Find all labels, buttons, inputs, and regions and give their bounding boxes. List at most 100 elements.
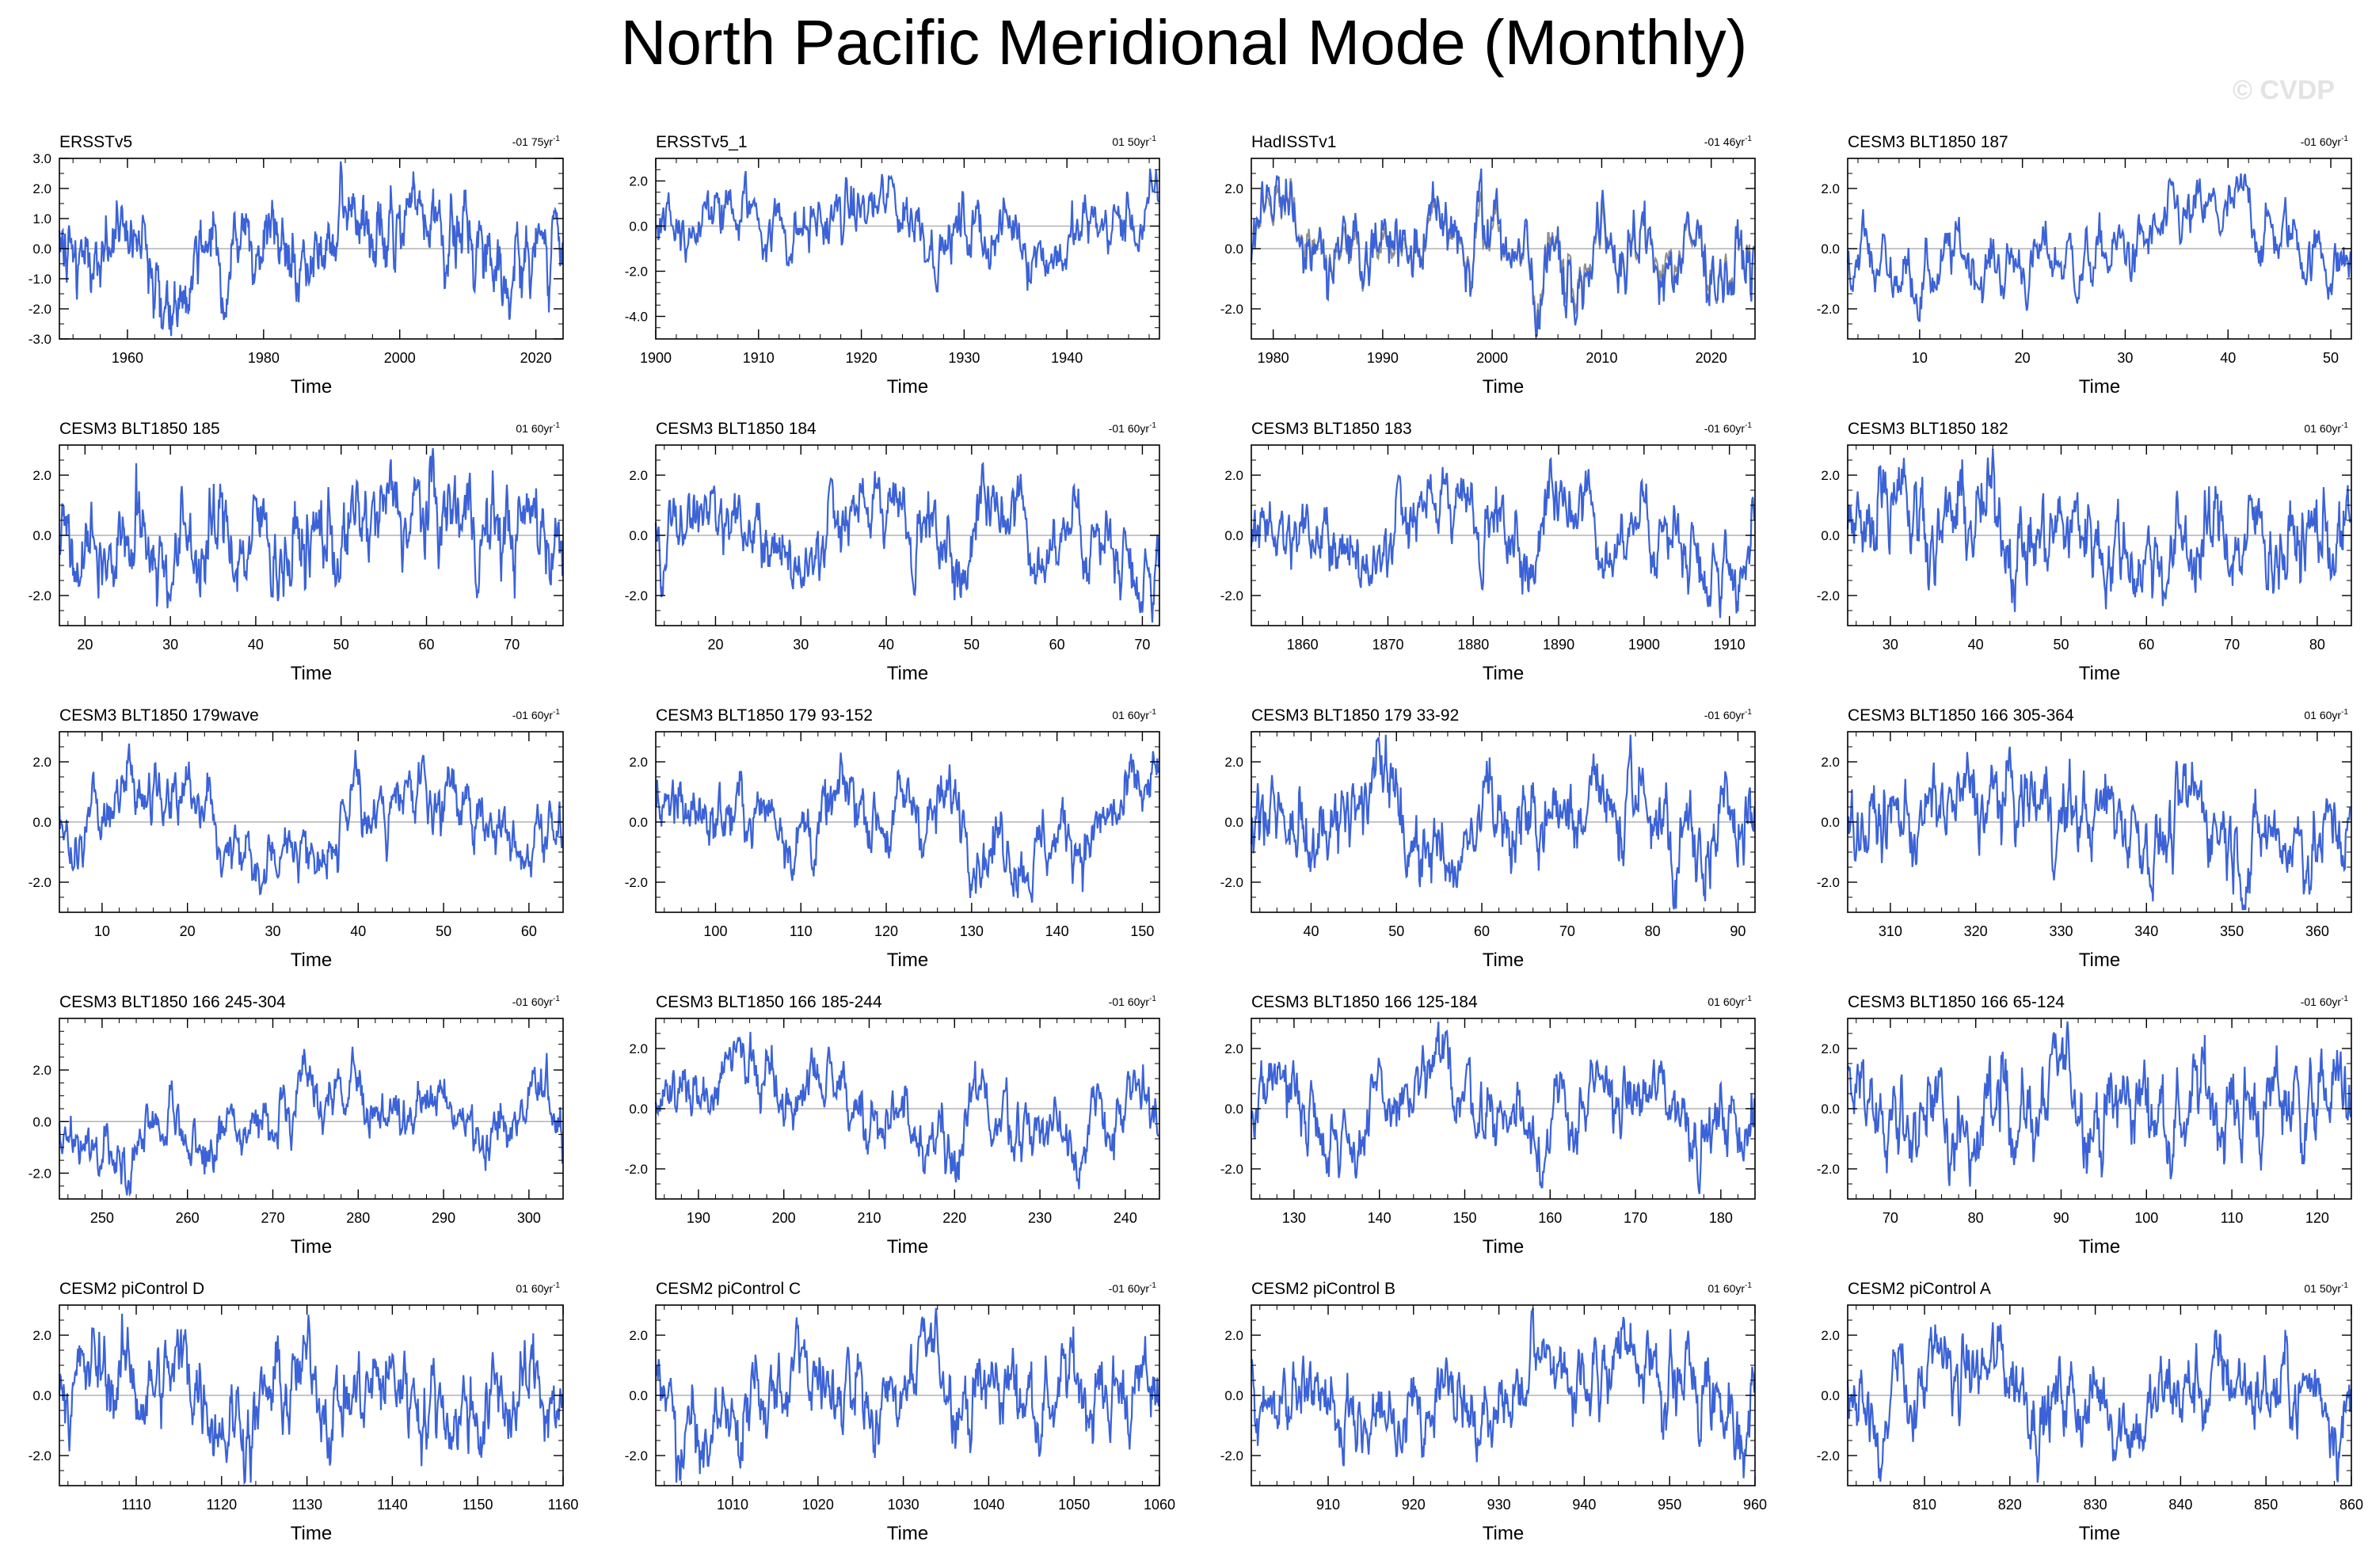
series-line — [1846, 173, 2351, 322]
ytick-label: -2.0 — [29, 875, 51, 890]
x-axis-label: Time — [887, 663, 928, 684]
xtick-label: 1030 — [888, 1497, 919, 1513]
panel-title: CESM3 BLT1850 184 — [656, 420, 817, 438]
xtick-label: 950 — [1658, 1497, 1681, 1513]
trend-exponent: -1 — [1149, 995, 1156, 1003]
xtick-label: 290 — [432, 1210, 455, 1226]
ytick-label: 2.0 — [1224, 755, 1243, 770]
xtick-label: 20 — [77, 637, 93, 653]
xtick-label: 2020 — [1696, 350, 1727, 366]
ytick-label: 2.0 — [1821, 468, 1840, 483]
panel-7: CESM3 BLT1850 183 -01 60yr-1 -2.0 0.0 2.0 186… — [1220, 420, 1756, 684]
ytick-label: 2.0 — [629, 174, 648, 189]
xtick-label: 1010 — [717, 1497, 748, 1513]
xtick-label: 10 — [94, 923, 110, 939]
xtick-label: 120 — [2305, 1210, 2329, 1226]
ytick-label: -1.0 — [29, 272, 51, 287]
trend-exponent: -1 — [1745, 421, 1752, 430]
ytick-label: -2.0 — [29, 588, 51, 603]
xtick-label: 50 — [2323, 350, 2339, 366]
xtick-label: 210 — [857, 1210, 881, 1226]
xtick-label: 50 — [1388, 923, 1404, 939]
x-axis-label: Time — [2079, 1523, 2120, 1544]
ytick-label: 2.0 — [1821, 1328, 1840, 1343]
xtick-label: 1880 — [1457, 637, 1489, 653]
ytick-label: 0.0 — [32, 1114, 51, 1129]
xtick-label: 820 — [1998, 1497, 2022, 1513]
panel-title: CESM3 BLT1850 166 245-304 — [59, 993, 286, 1011]
series-line — [654, 751, 1159, 903]
panel-6: CESM3 BLT1850 184 -01 60yr-1 -2.0 0.0 2.0 20 3… — [625, 420, 1160, 684]
series-line — [58, 447, 564, 609]
xtick-label: 40 — [248, 637, 264, 653]
ytick-label: -2.0 — [1817, 302, 1840, 317]
ytick-label: 0.0 — [1224, 528, 1243, 543]
ytick-label: 0.0 — [1821, 1388, 1840, 1403]
ytick-label: 2.0 — [1224, 1328, 1243, 1343]
series-line — [1846, 1021, 2352, 1187]
ytick-label: 0.0 — [1224, 242, 1243, 257]
xtick-label: 220 — [942, 1210, 966, 1226]
ytick-label: 0.0 — [1821, 1102, 1840, 1117]
x-axis-label: Time — [1483, 1236, 1524, 1258]
ytick-label: 2.0 — [32, 468, 51, 483]
xtick-label: 50 — [964, 637, 980, 653]
ytick-label: -4.0 — [625, 310, 648, 325]
trend-exponent: -1 — [553, 135, 560, 143]
xtick-label: 310 — [1879, 923, 1902, 939]
panel-title: CESM3 BLT1850 166 185-244 — [656, 993, 882, 1011]
xtick-label: 50 — [2053, 637, 2069, 653]
ytick-label: -2.0 — [1817, 588, 1840, 603]
panel-17: CESM2 piControl D 01 60yr-1 -2.0 0.0 2.0 1110… — [29, 1280, 579, 1544]
xtick-label: 30 — [1883, 637, 1898, 653]
series-line — [58, 1313, 564, 1486]
xtick-label: 1110 — [121, 1497, 150, 1513]
xtick-label: 1960 — [112, 350, 143, 366]
xtick-label: 1980 — [248, 350, 280, 366]
xtick-label: 130 — [960, 923, 984, 939]
ytick-label: -2.0 — [1220, 588, 1243, 603]
trend-exponent: -1 — [2341, 135, 2348, 143]
xtick-label: 960 — [1743, 1497, 1767, 1513]
panel-3: HadISSTv1 -01 46yr-1 -2.0 0.0 2.0 1980 1990 200… — [1220, 133, 1756, 398]
xtick-label: 30 — [2117, 350, 2133, 366]
trend-exponent: -1 — [1149, 135, 1156, 143]
ytick-label: 0.0 — [1224, 1102, 1243, 1117]
panel-title: CESM2 piControl C — [656, 1280, 801, 1298]
xtick-label: 1150 — [463, 1497, 493, 1513]
ytick-label: 2.0 — [1821, 755, 1840, 770]
panel-title: CESM3 BLT1850 182 — [1848, 420, 2008, 438]
ytick-label: 2.0 — [629, 468, 648, 483]
ytick-label: -2.0 — [29, 302, 51, 317]
series-line — [58, 743, 564, 896]
x-axis-label: Time — [1483, 376, 1524, 398]
panel-8: CESM3 BLT1850 182 01 60yr-1 -2.0 0.0 2.0 30 40… — [1817, 420, 2352, 684]
xtick-label: 840 — [2168, 1497, 2192, 1513]
ytick-label: 2.0 — [1224, 1041, 1243, 1056]
xtick-label: 1990 — [1367, 350, 1399, 366]
panel-2: ERSSTv5_1 01 50yr-1 -4.0 -2.0 0.0 2.0 1900 1910… — [625, 133, 1160, 398]
xtick-label: 200 — [772, 1210, 796, 1226]
xtick-label: 320 — [1964, 923, 1988, 939]
xtick-label: 270 — [261, 1210, 284, 1226]
x-axis-label: Time — [2079, 663, 2120, 684]
series-line — [1250, 1022, 1756, 1194]
xtick-label: 360 — [2305, 923, 2329, 939]
xtick-label: 930 — [1487, 1497, 1511, 1513]
xtick-label: 140 — [1045, 923, 1069, 939]
trend-exponent: -1 — [553, 1281, 560, 1290]
trend-label: 01 60yr-1 — [1707, 1281, 1752, 1295]
panel-13: CESM3 BLT1850 166 245-304 -01 60yr-1 -2.0 0… — [29, 993, 564, 1258]
ytick-label: 2.0 — [629, 755, 648, 770]
panel-title: CESM3 BLT1850 179 33-92 — [1251, 706, 1459, 725]
series-line — [655, 168, 1159, 293]
ytick-label: 0.0 — [32, 815, 51, 830]
panel-title: CESM3 BLT1850 183 — [1251, 420, 1412, 438]
trend-exponent: -1 — [553, 708, 560, 717]
trend-label: -01 46yr-1 — [1704, 135, 1753, 148]
trend-label: -01 60yr-1 — [512, 995, 561, 1008]
ytick-label: 0.0 — [32, 528, 51, 543]
trend-label: 01 60yr-1 — [2304, 708, 2348, 721]
ytick-label: -3.0 — [29, 332, 51, 347]
ytick-label: 2.0 — [1821, 181, 1840, 196]
